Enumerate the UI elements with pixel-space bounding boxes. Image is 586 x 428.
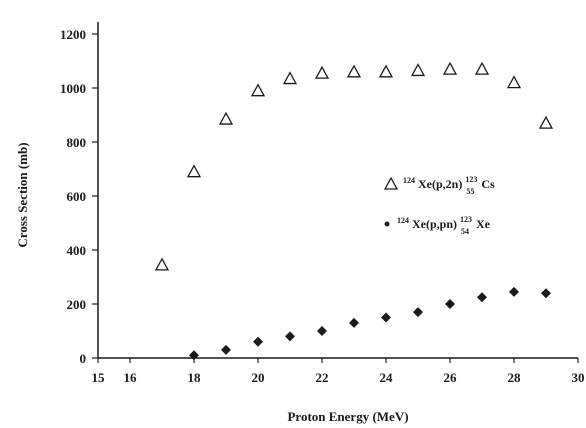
- x-tick-label: 20: [252, 370, 265, 385]
- data-point-triangle: [474, 61, 490, 75]
- y-tick-label: 600: [67, 189, 87, 204]
- data-point-diamond: [189, 350, 199, 361]
- data-point-triangle: [154, 257, 170, 271]
- data-point-triangle: [538, 115, 554, 129]
- data-point-triangle: [506, 75, 522, 89]
- data-point-diamond: [317, 326, 327, 336]
- legend-base: Cs: [481, 177, 495, 191]
- data-point-triangle: [346, 64, 362, 78]
- y-tick-label: 800: [67, 135, 87, 150]
- series-layer: [154, 61, 554, 361]
- y-axis-title: Cross Section (mb): [15, 142, 30, 247]
- legend-label-series-2: 124 Xe(p,pn) 123 54 Xe: [397, 211, 491, 237]
- y-tick-label: 400: [67, 243, 87, 258]
- legend-base: Xe(p,2n): [418, 177, 462, 191]
- data-point-triangle: [250, 83, 266, 97]
- data-point-diamond: [221, 344, 231, 355]
- data-point-diamond: [445, 299, 455, 309]
- data-point-diamond: [413, 307, 423, 318]
- x-tick-label: 15: [92, 370, 106, 385]
- y-tick-label: 200: [67, 297, 87, 312]
- x-tick-label: 22: [316, 370, 329, 385]
- open-triangle-icon: [383, 176, 399, 190]
- legend-label-series-1: 124 Xe(p,2n) 123 55 Cs: [403, 171, 495, 197]
- x-tick-label: 18: [188, 370, 202, 385]
- x-tick-label: 28: [508, 370, 522, 385]
- plot-area: 15 16 18 20 22 24 26 28 30 0 200 400 600 800 1000 1200: [60, 22, 585, 385]
- data-point-triangle: [378, 64, 394, 78]
- x-ticks: 15 16 18 20 22 24 26 28 30: [92, 358, 585, 385]
- x-axis-title: Proton Energy (MeV): [287, 409, 408, 424]
- series-2: [189, 286, 551, 361]
- y-tick-label: 1000: [60, 81, 86, 96]
- data-point-diamond: [349, 317, 359, 328]
- y-tick-label: 1200: [60, 27, 86, 42]
- legend-sub: 54: [461, 227, 469, 236]
- x-tick-label: 16: [124, 370, 138, 385]
- data-point-diamond: [381, 312, 391, 323]
- data-point-triangle: [442, 61, 458, 75]
- series-1: [154, 61, 554, 271]
- legend-sup: 123: [465, 175, 477, 184]
- y-tick-label: 0: [80, 351, 87, 366]
- legend-sup: 124: [403, 176, 415, 185]
- data-point-diamond: [509, 286, 519, 297]
- legend: 124 Xe(p,2n) 123 55 Cs 124 Xe(p,pn) 123 …: [383, 171, 495, 237]
- data-point-diamond: [253, 336, 263, 347]
- legend-base: Xe: [476, 217, 491, 231]
- data-point-diamond: [285, 331, 295, 342]
- legend-sup: 123: [460, 215, 472, 224]
- x-tick-label: 26: [444, 370, 458, 385]
- data-point-diamond: [477, 292, 487, 303]
- data-point-diamond: [541, 288, 551, 299]
- data-point-triangle: [410, 63, 426, 77]
- y-ticks: 0 200 400 600 800 1000 1200: [60, 27, 98, 366]
- data-point-triangle: [186, 164, 202, 178]
- data-point-triangle: [282, 71, 298, 85]
- x-tick-label: 24: [380, 370, 394, 385]
- legend-sub: 55: [466, 187, 474, 196]
- legend-item-series-2: 124 Xe(p,pn) 123 54 Xe: [384, 211, 491, 237]
- legend-base: Xe(p,pn): [412, 217, 457, 231]
- filled-dot-icon: [384, 221, 390, 227]
- data-point-triangle: [314, 65, 330, 79]
- legend-sup: 124: [397, 216, 409, 225]
- x-tick-label: 30: [572, 370, 585, 385]
- data-point-triangle: [218, 111, 234, 125]
- legend-item-series-1: 124 Xe(p,2n) 123 55 Cs: [383, 171, 495, 197]
